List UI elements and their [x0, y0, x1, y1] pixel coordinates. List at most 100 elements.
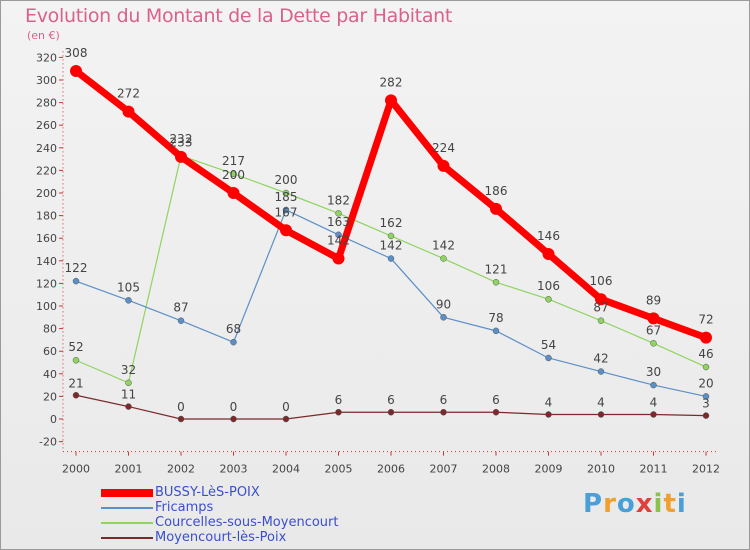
- y-tick-label: 160: [36, 232, 57, 245]
- data-label: 54: [541, 338, 556, 352]
- data-label: 122: [65, 261, 88, 275]
- logo-letter: x: [635, 489, 654, 519]
- data-point: [492, 279, 500, 286]
- data-point: [597, 411, 605, 418]
- data-label: 6: [387, 393, 395, 407]
- x-tick-label: 2007: [430, 463, 458, 476]
- x-tick-label: 2004: [272, 463, 300, 476]
- y-tick-label: 300: [36, 74, 57, 87]
- data-point: [175, 150, 187, 163]
- data-point: [332, 252, 345, 265]
- data-point: [335, 231, 342, 239]
- data-point: [387, 255, 395, 262]
- data-point: [125, 297, 132, 304]
- data-point: [230, 338, 237, 346]
- data-point: [335, 210, 342, 217]
- logo-letter: P: [583, 489, 604, 519]
- y-tick-label: 100: [36, 300, 57, 313]
- data-point: [387, 232, 395, 240]
- data-label: 11: [121, 388, 136, 402]
- data-point: [125, 403, 132, 410]
- data-label: 87: [593, 301, 608, 315]
- data-point: [702, 412, 710, 419]
- y-tick-label: 20: [43, 390, 57, 403]
- data-point: [177, 317, 185, 324]
- logo-letter: o: [616, 489, 636, 519]
- legend-label: Moyencourt-lès-Poix: [155, 530, 287, 545]
- data-point: [492, 408, 500, 416]
- x-tick-label: 2010: [587, 463, 615, 476]
- data-label: 72: [698, 313, 713, 327]
- legend-label: BUSSY-LèS-POIX: [155, 485, 260, 500]
- data-label: 87: [173, 301, 188, 315]
- legend-swatch: [101, 522, 153, 524]
- data-point: [700, 331, 712, 344]
- data-label: 6: [440, 393, 448, 407]
- data-label: 46: [698, 347, 713, 361]
- logo-letter: t: [663, 489, 677, 519]
- y-tick-label: 0: [50, 413, 57, 426]
- y-tick-label: 80: [43, 323, 57, 336]
- data-label: 6: [335, 393, 343, 407]
- x-tick-label: 2009: [535, 463, 563, 476]
- data-label: 167: [275, 205, 298, 219]
- data-label: 200: [275, 173, 298, 187]
- y-tick-label: 140: [36, 255, 57, 268]
- logo-letter: r: [603, 489, 617, 519]
- chart-unit-label: (en €): [27, 29, 60, 42]
- data-label: 90: [436, 297, 451, 311]
- data-label: 52: [68, 340, 83, 354]
- y-tick-label: 180: [36, 210, 57, 223]
- data-label: 68: [226, 322, 241, 336]
- data-point: [385, 94, 397, 107]
- legend-swatch: [101, 537, 153, 539]
- logo-letter: i: [653, 489, 664, 519]
- data-point: [282, 206, 290, 214]
- data-point: [230, 415, 237, 423]
- proxiti-logo: Proxiti: [583, 489, 687, 519]
- data-label: 162: [380, 216, 403, 230]
- y-tick-label: 40: [43, 368, 57, 381]
- legend-label: Courcelles-sous-Moyencourt: [155, 515, 339, 530]
- y-tick-label: 200: [36, 187, 57, 200]
- data-label: 233: [170, 136, 193, 150]
- data-point: [282, 415, 290, 423]
- data-label: 282: [380, 75, 403, 89]
- x-tick-label: 2001: [115, 463, 143, 476]
- data-point: [650, 381, 657, 389]
- data-point: [280, 224, 292, 237]
- data-label: 105: [117, 280, 140, 294]
- data-label: 32: [121, 363, 136, 377]
- data-label: 142: [327, 234, 350, 248]
- data-label: 30: [646, 365, 661, 379]
- data-point: [597, 368, 605, 375]
- data-point: [122, 105, 135, 118]
- y-tick-label: 240: [36, 142, 57, 155]
- data-label: 232: [170, 132, 193, 146]
- legend-swatch: [101, 489, 153, 497]
- data-label: 20: [698, 376, 713, 390]
- data-label: 4: [545, 395, 553, 409]
- data-label: 4: [597, 395, 605, 409]
- data-point: [70, 64, 82, 77]
- data-point: [282, 189, 290, 197]
- data-point: [650, 340, 657, 347]
- data-point: [227, 187, 240, 199]
- x-tick-label: 2011: [640, 463, 668, 476]
- data-point: [702, 393, 710, 400]
- data-label: 67: [646, 323, 661, 337]
- data-point: [440, 408, 447, 416]
- data-point: [440, 314, 447, 321]
- data-label: 200: [222, 168, 245, 182]
- logo-letter: i: [676, 489, 687, 519]
- data-point: [492, 327, 500, 335]
- data-label: 89: [646, 293, 661, 307]
- data-point: [72, 392, 80, 399]
- data-label: 3: [702, 397, 710, 411]
- data-label: 142: [432, 239, 455, 253]
- x-tick-label: 2012: [692, 463, 720, 476]
- data-point: [702, 363, 710, 371]
- y-tick-label: 320: [36, 51, 57, 64]
